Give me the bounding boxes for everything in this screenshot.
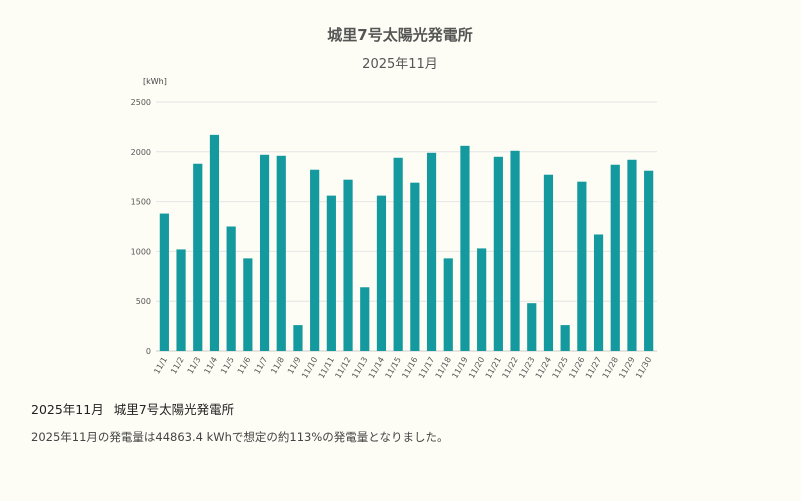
bar-chart: 城里7号太陽光発電所 2025年11月 [kWh] 0 500 1000 1500 20… bbox=[131, 26, 657, 380]
bar bbox=[644, 170, 654, 351]
bar bbox=[527, 303, 537, 351]
bar bbox=[426, 152, 437, 351]
bar bbox=[543, 174, 554, 351]
bar bbox=[510, 150, 520, 351]
x-tick-label: 11/4 bbox=[202, 356, 219, 376]
bar bbox=[610, 164, 620, 351]
bar bbox=[326, 195, 336, 351]
bar bbox=[393, 157, 403, 351]
x-tick-label: 11/7 bbox=[253, 356, 270, 376]
bar bbox=[259, 154, 270, 351]
bar bbox=[176, 249, 186, 351]
y-tick-label: 1000 bbox=[131, 247, 151, 256]
bar bbox=[293, 325, 303, 351]
summary-text: 2025年11月の発電量は44863.4 kWhで想定の約113%の発電量となり… bbox=[31, 430, 449, 444]
y-tick-label: 0 bbox=[146, 347, 151, 356]
y-tick-label: 2000 bbox=[131, 148, 151, 157]
chart-subtitle: 2025年11月 bbox=[362, 57, 438, 72]
bar bbox=[310, 169, 320, 351]
summary-period: 2025年11月 bbox=[31, 402, 104, 417]
summary-heading: 2025年11月 城里7号太陽光発電所 bbox=[31, 399, 244, 418]
bar bbox=[343, 179, 353, 351]
bar bbox=[627, 159, 637, 351]
bar-series bbox=[159, 134, 654, 351]
bar bbox=[159, 213, 169, 351]
grid-lines bbox=[156, 101, 657, 352]
x-tick-label: 11/3 bbox=[186, 356, 203, 376]
y-axis-ticks: 0 500 1000 1500 2000 2500 bbox=[131, 98, 151, 356]
bar bbox=[193, 163, 203, 351]
x-axis-ticks: 11/1 11/2 11/3 11/4 11/5 11/6 11/7 11/8 11/911/1… bbox=[152, 355, 653, 379]
y-tick-label: 1500 bbox=[131, 198, 151, 207]
bar bbox=[443, 258, 453, 351]
chart-title: 城里7号太陽光発電所 bbox=[327, 26, 472, 44]
bar bbox=[360, 287, 370, 351]
y-tick-label: 2500 bbox=[131, 98, 151, 107]
bar bbox=[577, 181, 587, 351]
bar bbox=[243, 258, 253, 351]
bar bbox=[593, 234, 604, 351]
y-axis-unit-label: [kWh] bbox=[143, 77, 167, 86]
bar bbox=[226, 226, 236, 351]
bar bbox=[493, 156, 503, 351]
x-tick-label: 11/5 bbox=[219, 356, 236, 376]
bar bbox=[276, 155, 286, 351]
bar bbox=[477, 248, 487, 351]
x-tick-label: 11/2 bbox=[169, 356, 186, 376]
x-tick-label: 11/30 bbox=[634, 356, 653, 380]
x-tick-label: 11/1 bbox=[152, 356, 169, 376]
summary-plant-name: 城里7号太陽光発電所 bbox=[113, 402, 235, 417]
bar bbox=[410, 182, 420, 351]
bar bbox=[376, 195, 387, 351]
x-tick-label: 11/8 bbox=[269, 356, 286, 376]
bar bbox=[209, 134, 220, 351]
x-tick-label: 11/9 bbox=[286, 356, 303, 376]
bar bbox=[460, 145, 470, 351]
y-tick-label: 500 bbox=[136, 297, 151, 306]
x-tick-label: 11/6 bbox=[236, 356, 253, 376]
bar bbox=[560, 325, 570, 351]
